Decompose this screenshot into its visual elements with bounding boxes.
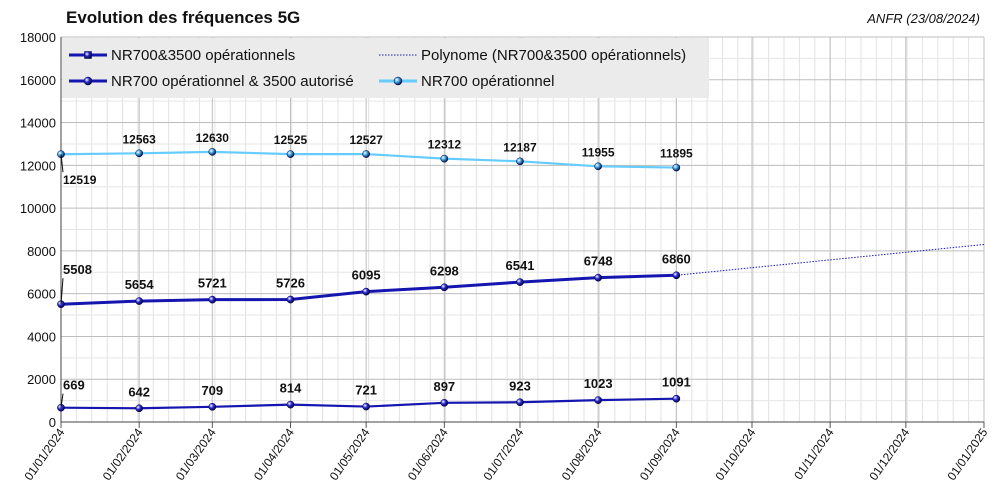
data-label: 12630 [196,131,230,145]
data-point [286,400,295,409]
data-point [362,150,370,158]
data-point [362,287,370,296]
data-label: 923 [509,378,531,393]
x-tick-label: 01/01/2025 [945,425,991,482]
data-label: 5654 [125,277,155,292]
data-label: 5508 [63,262,92,277]
legend-marker [84,51,92,59]
x-tick-label: 01/05/2024 [327,425,373,482]
data-point [135,149,144,158]
data-label: 6298 [430,263,459,278]
y-tick-label: 6000 [27,287,56,302]
chart-title: Evolution des fréquences 5G [66,8,301,27]
y-tick-label: 16000 [20,73,56,88]
data-label: 1091 [662,375,691,390]
data-point [286,150,295,158]
x-tick-label: 01/10/2024 [713,425,759,482]
x-tick-label: 01/03/2024 [173,425,219,482]
x-tick-label: 01/04/2024 [251,425,297,482]
legend-box [62,38,709,98]
data-label: 12525 [274,133,308,147]
data-point [440,154,449,163]
legend-marker [83,76,93,86]
data-point [516,278,524,286]
data-label: 6541 [506,258,535,273]
data-point [672,271,681,280]
y-tick-label: 8000 [27,244,56,259]
x-tick-label: 01/12/2024 [866,425,912,482]
data-label: 12527 [349,133,383,147]
y-tick-label: 10000 [20,201,56,216]
x-tick-label: 01/07/2024 [481,425,527,482]
legend-label: NR700&3500 opérationnels [111,47,295,64]
data-label: 709 [201,383,223,398]
data-label: 1023 [584,376,613,391]
data-label-leader [60,154,64,173]
y-tick-label: 2000 [27,372,56,387]
data-label: 814 [280,381,302,396]
data-label: 721 [355,383,377,398]
legend-label: NR700 opérationnel [421,73,554,90]
data-point [594,396,603,404]
data-point [594,162,603,171]
data-label: 12563 [122,132,156,146]
data-label: 11955 [582,145,615,159]
chart-source: ANFR (23/08/2024) [867,11,980,26]
y-tick-label: 14000 [20,116,56,131]
data-point [516,157,524,166]
x-tick-label: 01/08/2024 [559,425,605,482]
data-label: 669 [63,378,85,393]
data-point [672,394,681,403]
x-tick-label: 01/11/2024 [791,425,837,482]
data-label: 5726 [276,276,305,291]
legend-label: NR700 opérationnel & 3500 autorisé [111,73,354,90]
data-point [440,398,449,407]
y-tick-label: 4000 [27,329,56,344]
data-point [208,402,217,411]
legend-marker [393,76,403,86]
data-label: 6095 [352,268,381,283]
data-label: 5721 [198,276,227,291]
legend-label: Polynome (NR700&3500 opérationnels) [421,47,686,64]
data-point [208,295,217,304]
data-label: 11895 [660,147,693,161]
data-point [208,148,217,156]
x-tick-label: 01/09/2024 [637,425,683,482]
data-point [672,163,681,172]
data-point [516,398,524,407]
y-tick-label: 18000 [20,30,56,45]
data-label: 897 [433,379,455,394]
data-label-leader [60,278,64,305]
data-label: 12187 [503,140,537,154]
y-tick-label: 0 [49,415,56,430]
x-tick-label: 01/01/2024 [22,425,68,482]
data-point [594,273,603,282]
data-point [135,404,144,413]
data-label: 12519 [63,173,97,187]
data-label: 6748 [584,254,613,269]
data-point [286,295,295,304]
data-label-leader [60,393,64,408]
data-label: 642 [128,384,150,399]
data-point [135,297,144,305]
data-label: 6860 [662,251,691,266]
x-tick-label: 01/02/2024 [100,425,146,482]
data-label: 12312 [428,138,462,152]
data-point [440,283,449,292]
data-point [362,402,370,411]
y-tick-label: 12000 [20,158,56,173]
x-tick-label: 01/06/2024 [405,425,451,482]
legend: NR700&3500 opérationnels Polynome (NR700&… [62,38,709,98]
